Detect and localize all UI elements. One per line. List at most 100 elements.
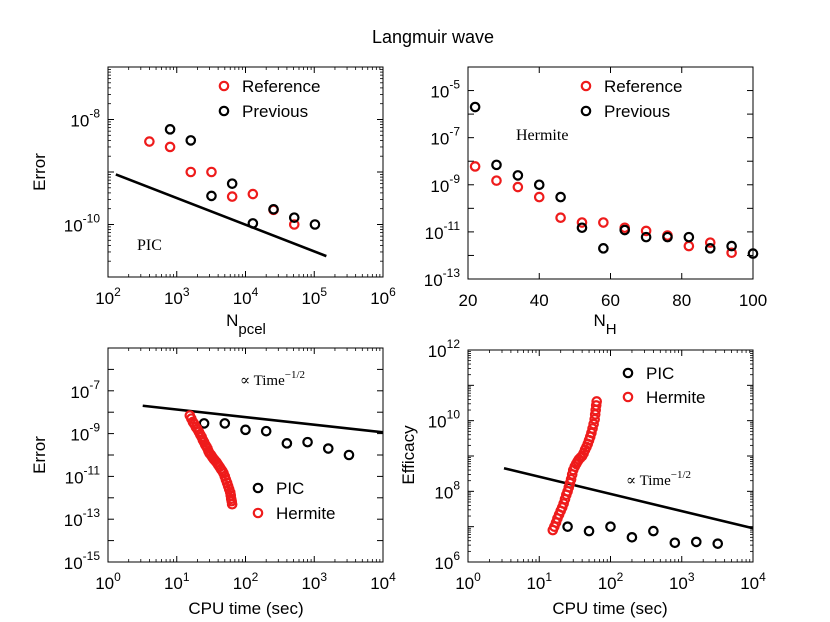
legend-label-previous: Previous [604, 102, 670, 121]
data-point-hermite [588, 418, 599, 430]
x-tick-label: 60 [601, 291, 620, 310]
x-tick-label: 100 [95, 570, 121, 593]
data-point-previous [206, 190, 217, 202]
data-point-previous [662, 231, 673, 243]
y-axis-label: Error [30, 436, 49, 474]
legend-label-pic: PIC [276, 479, 304, 498]
x-tick-label: 101 [164, 570, 190, 593]
data-point-reference [555, 212, 566, 224]
x-tick-label: 106 [370, 285, 396, 308]
data-point-pic [198, 418, 210, 429]
y-tick-label: 10-9 [430, 172, 460, 196]
data-point-reference [164, 141, 176, 153]
data-point-previous [469, 101, 481, 113]
x-tick-label: 80 [672, 291, 691, 310]
x-tick-label: 105 [301, 285, 327, 308]
data-point-reference [206, 166, 217, 178]
y-tick-label: 106 [434, 549, 460, 573]
chart-panel-bottom-right: 100 101 102 103 104 1012 1010 108 106 Efficacy CPU… [399, 337, 766, 618]
data-point-reference [598, 217, 609, 228]
y-tick-label: 10-15 [64, 549, 101, 573]
data-point-pic [562, 521, 573, 532]
data-point-pic [322, 443, 334, 454]
data-point-reference [288, 219, 300, 230]
legend-label-hermite: Hermite [276, 504, 336, 523]
data-point-reference [683, 240, 695, 252]
legend-marker-hermite [622, 391, 634, 403]
data-point-reference [512, 181, 524, 193]
data-point-previous [747, 248, 759, 259]
data-point-pic [240, 424, 251, 436]
data-point-previous [533, 179, 545, 191]
data-point-pic [260, 425, 272, 437]
y-tick-label: 10-10 [64, 212, 101, 236]
legend-label-hermite: Hermite [646, 388, 706, 407]
data-point-previous [640, 231, 652, 243]
annotation-label: PIC [137, 237, 162, 254]
data-point-previous [185, 135, 197, 146]
chart-panel-bottom-left: 100 101 102 103 104 10-7 10-9 10-11 10-13 10-15 Er… [30, 347, 396, 618]
y-tick-label: 10-5 [430, 78, 460, 102]
y-tick-label: 10-7 [70, 378, 100, 402]
y-tick-label: 10-9 [70, 421, 100, 445]
data-point-previous [288, 212, 300, 223]
scaling-annotation: ∝ Time−1/2 [626, 469, 691, 489]
x-axis-label: NH [593, 311, 616, 338]
data-point-reference [144, 136, 155, 147]
legend-label-reference: Reference [242, 77, 320, 96]
legend-marker-pic [622, 367, 634, 379]
x-axis-label: CPU time (sec) [188, 599, 303, 618]
x-tick-label: 104 [233, 285, 259, 308]
data-point-reference [576, 217, 588, 228]
data-point-pic [583, 525, 595, 537]
y-tick-label: 1010 [428, 408, 461, 432]
x-tick-label: 102 [233, 570, 259, 593]
x-tick-label: 100 [739, 291, 767, 310]
data-point-pic [626, 532, 638, 543]
x-tick-label: 20 [459, 291, 478, 310]
data-point-previous [726, 240, 737, 252]
data-point-previous [598, 243, 609, 254]
data-point-reference [704, 237, 716, 248]
legend-label-previous: Previous [242, 102, 308, 121]
x-tick-label: 40 [530, 291, 549, 310]
data-point-pic [281, 438, 293, 449]
data-point-previous [491, 159, 502, 171]
y-tick-label: 108 [434, 478, 460, 502]
data-point-pic [690, 536, 702, 548]
data-point-reference [226, 191, 238, 202]
y-tick-label: 10-13 [64, 506, 101, 530]
data-point-pic [302, 436, 313, 448]
data-point-reference [726, 247, 737, 259]
x-axis-label: CPU time (sec) [552, 599, 667, 618]
data-point-pic [343, 449, 355, 461]
y-tick-label: 10-13 [424, 266, 461, 290]
data-point-hermite [590, 400, 602, 411]
legend-marker-previous [580, 105, 592, 117]
y-tick-label: 10-8 [70, 107, 100, 131]
x-tick-label: 103 [301, 570, 327, 593]
data-point-previous [226, 178, 238, 189]
data-point-previous [164, 124, 176, 135]
y-tick-label: 10-7 [430, 125, 460, 149]
data-point-previous [704, 243, 716, 254]
x-tick-label: 102 [598, 570, 624, 593]
data-point-reference [247, 188, 259, 200]
data-point-pic [712, 538, 724, 549]
data-point-hermite [565, 473, 577, 485]
data-point-pic [605, 521, 616, 532]
trend-line [142, 404, 384, 434]
data-point-pic [648, 525, 659, 537]
x-tick-label: 104 [740, 570, 766, 593]
data-point-previous [268, 203, 279, 215]
data-point-hermite [591, 396, 602, 407]
legend-marker-previous [218, 105, 230, 117]
data-point-reference [491, 175, 502, 186]
data-point-reference [469, 161, 481, 172]
trend-line [115, 173, 327, 258]
data-point-previous [576, 222, 588, 234]
x-tick-label: 103 [164, 285, 190, 308]
y-tick-label: 10-11 [65, 463, 101, 487]
legend-marker-reference [580, 80, 592, 92]
